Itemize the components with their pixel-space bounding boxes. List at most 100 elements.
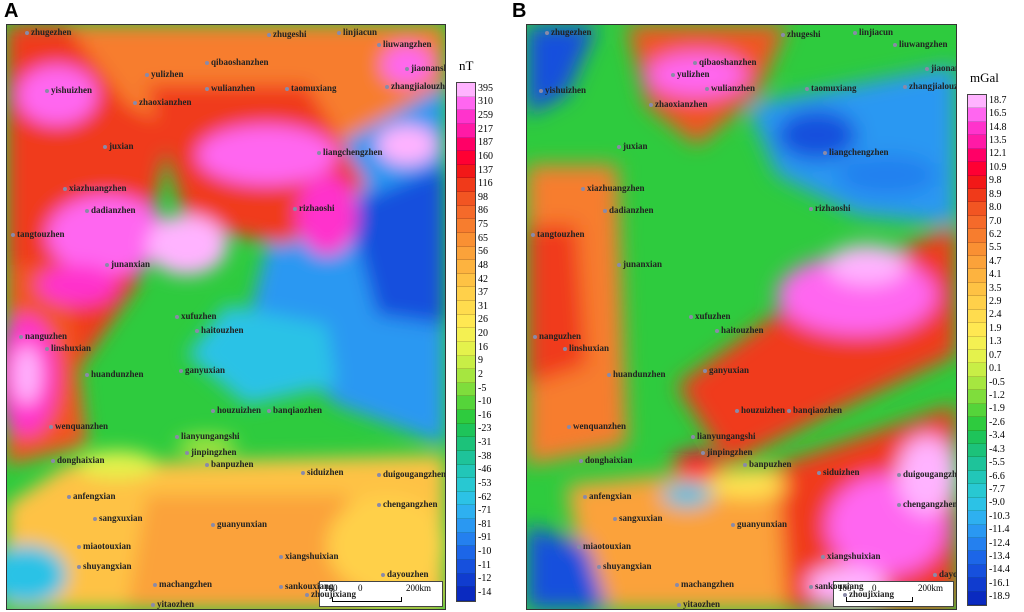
colorbar-swatch xyxy=(968,470,986,485)
colorbar-tick-label: -31 xyxy=(478,437,492,449)
colorbar-tick-label: -10 xyxy=(478,546,492,558)
colorbar-swatch xyxy=(968,497,986,512)
colorbar-tick-label: 3.5 xyxy=(989,282,1002,294)
place-label: banpuzhen xyxy=(205,459,254,469)
place-label: siduizhen xyxy=(817,467,860,477)
colorbar-swatch xyxy=(457,273,475,288)
place-label: taomuxiang xyxy=(805,83,857,93)
colorbar-tick-label: 75 xyxy=(478,219,488,231)
colorbar-swatch xyxy=(968,578,986,592)
colorbar-swatch xyxy=(457,559,475,574)
colorbar-swatch xyxy=(457,532,475,547)
colorbar-swatch xyxy=(968,564,986,579)
colorbar-swatch xyxy=(457,396,475,410)
colorbar-swatch xyxy=(457,464,475,479)
colorbar-swatch xyxy=(968,175,986,189)
place-label: xiangshuixian xyxy=(821,551,881,561)
place-label: houzuizhen xyxy=(210,405,262,415)
colorbar-tick-label: -10.3 xyxy=(989,510,1010,522)
colorbar-tick-label: -38 xyxy=(478,450,492,462)
place-label: duigougangzhen xyxy=(376,469,446,479)
colorbar-tick-label: -5 xyxy=(478,382,487,394)
place-label: xiazhuangzhen xyxy=(63,183,127,193)
place-label: sangxuxian xyxy=(613,513,663,523)
colorbar-tick-label: 42 xyxy=(478,273,488,285)
colorbar-swatch xyxy=(457,382,475,397)
place-label: dadianzhen xyxy=(603,205,654,215)
place-label: linjiacun xyxy=(852,27,894,37)
place-label: rizhaoshi xyxy=(809,203,851,213)
panel-b-letter: B xyxy=(512,0,527,22)
scale-bar: 100 0 200km xyxy=(319,581,443,607)
colorbar-tick-label: 1.3 xyxy=(989,336,1002,348)
colorbar-tick-label: -13.4 xyxy=(989,551,1010,563)
colorbar-swatch xyxy=(968,229,986,243)
gravity-colorbar-ticks: 18.7 16.5 14.8 13.5 12.1 10.9 9.8 8.9 8.0 7.0 6.2 5… xyxy=(989,94,1010,604)
colorbar-tick-label: 0.7 xyxy=(989,349,1002,361)
colorbar-tick-label: 98 xyxy=(478,191,488,203)
colorbar-swatch xyxy=(968,242,986,257)
colorbar-tick-label: -71 xyxy=(478,505,492,517)
place-label: chengangzhen xyxy=(377,499,438,509)
place-label: wenquanzhen xyxy=(566,421,627,431)
place-label: linshuxian xyxy=(44,343,92,353)
gravity-anomaly-raster xyxy=(527,25,956,609)
place-label: junanxian xyxy=(104,259,151,269)
colorbar-tick-label: 310 xyxy=(478,96,493,108)
colorbar-swatch xyxy=(457,246,475,261)
colorbar-tick-label: 31 xyxy=(478,300,488,312)
colorbar-swatch xyxy=(457,287,475,301)
colorbar-swatch xyxy=(457,178,475,192)
place-label: haitouzhen xyxy=(715,325,764,335)
colorbar-tick-label: 1.9 xyxy=(989,322,1002,334)
place-label: machangzhen xyxy=(674,579,735,589)
colorbar-swatch xyxy=(968,323,986,337)
colorbar-swatch xyxy=(457,587,475,601)
place-label: juxian xyxy=(103,141,134,151)
colorbar-tick-label: 4.1 xyxy=(989,269,1002,281)
place-label: jiaonanshi xyxy=(924,63,956,73)
colorbar-tick-label: -5.5 xyxy=(989,457,1005,469)
place-label: donghaixian xyxy=(579,455,633,465)
place-label: houzuizhen xyxy=(734,405,786,415)
colorbar-swatch xyxy=(968,484,986,498)
place-label: zhoujixiang xyxy=(304,589,357,599)
place-label: junanxian xyxy=(616,259,663,269)
place-label: taomuxiang xyxy=(285,83,337,93)
place-label: xufuzhen xyxy=(689,311,731,321)
colorbar-swatch xyxy=(457,314,475,329)
colorbar-tick-label: 4.7 xyxy=(989,255,1002,267)
colorbar-swatch xyxy=(457,355,475,370)
colorbar-swatch xyxy=(968,363,986,377)
place-label: shuyangxian xyxy=(597,561,652,571)
colorbar-swatch xyxy=(968,95,986,109)
place-label: anfengxian xyxy=(583,491,632,501)
colorbar-swatch xyxy=(968,403,986,418)
place-label: xiazhuangzhen xyxy=(581,183,645,193)
colorbar-tick-label: -16.1 xyxy=(989,577,1010,589)
place-label: juxian xyxy=(617,141,648,151)
colorbar-swatch xyxy=(457,341,475,356)
magnetic-anomaly-map: 100 0 200km zhugezhen zhugeshi linjiacun li… xyxy=(6,24,446,610)
place-label: yitaozhen xyxy=(151,599,194,609)
colorbar-swatch xyxy=(968,551,986,565)
colorbar-swatch xyxy=(457,450,475,465)
scale-left-label: 100 xyxy=(838,583,852,593)
colorbar-tick-label: -0.5 xyxy=(989,376,1005,388)
colorbar-tick-label: 48 xyxy=(478,259,488,271)
place-label: zhaoxianzhen xyxy=(133,97,192,107)
colorbar-swatch xyxy=(968,390,986,404)
colorbar-swatch xyxy=(968,430,986,444)
colorbar-swatch xyxy=(457,423,475,438)
place-label: xufuzhen xyxy=(175,311,217,321)
place-label: liangchengzhen xyxy=(823,147,889,157)
colorbar-tick-label: -14.4 xyxy=(989,564,1010,576)
colorbar-tick-label: -10 xyxy=(478,396,492,408)
colorbar-tick-label: -1.2 xyxy=(989,389,1005,401)
colorbar-tick-label: 187 xyxy=(478,137,493,149)
colorbar-swatch xyxy=(457,151,475,165)
colorbar-swatch xyxy=(968,417,986,431)
place-label: lianyungangshi xyxy=(691,431,756,441)
colorbar-swatch xyxy=(968,215,986,230)
place-label: dayouzhen xyxy=(381,569,429,579)
